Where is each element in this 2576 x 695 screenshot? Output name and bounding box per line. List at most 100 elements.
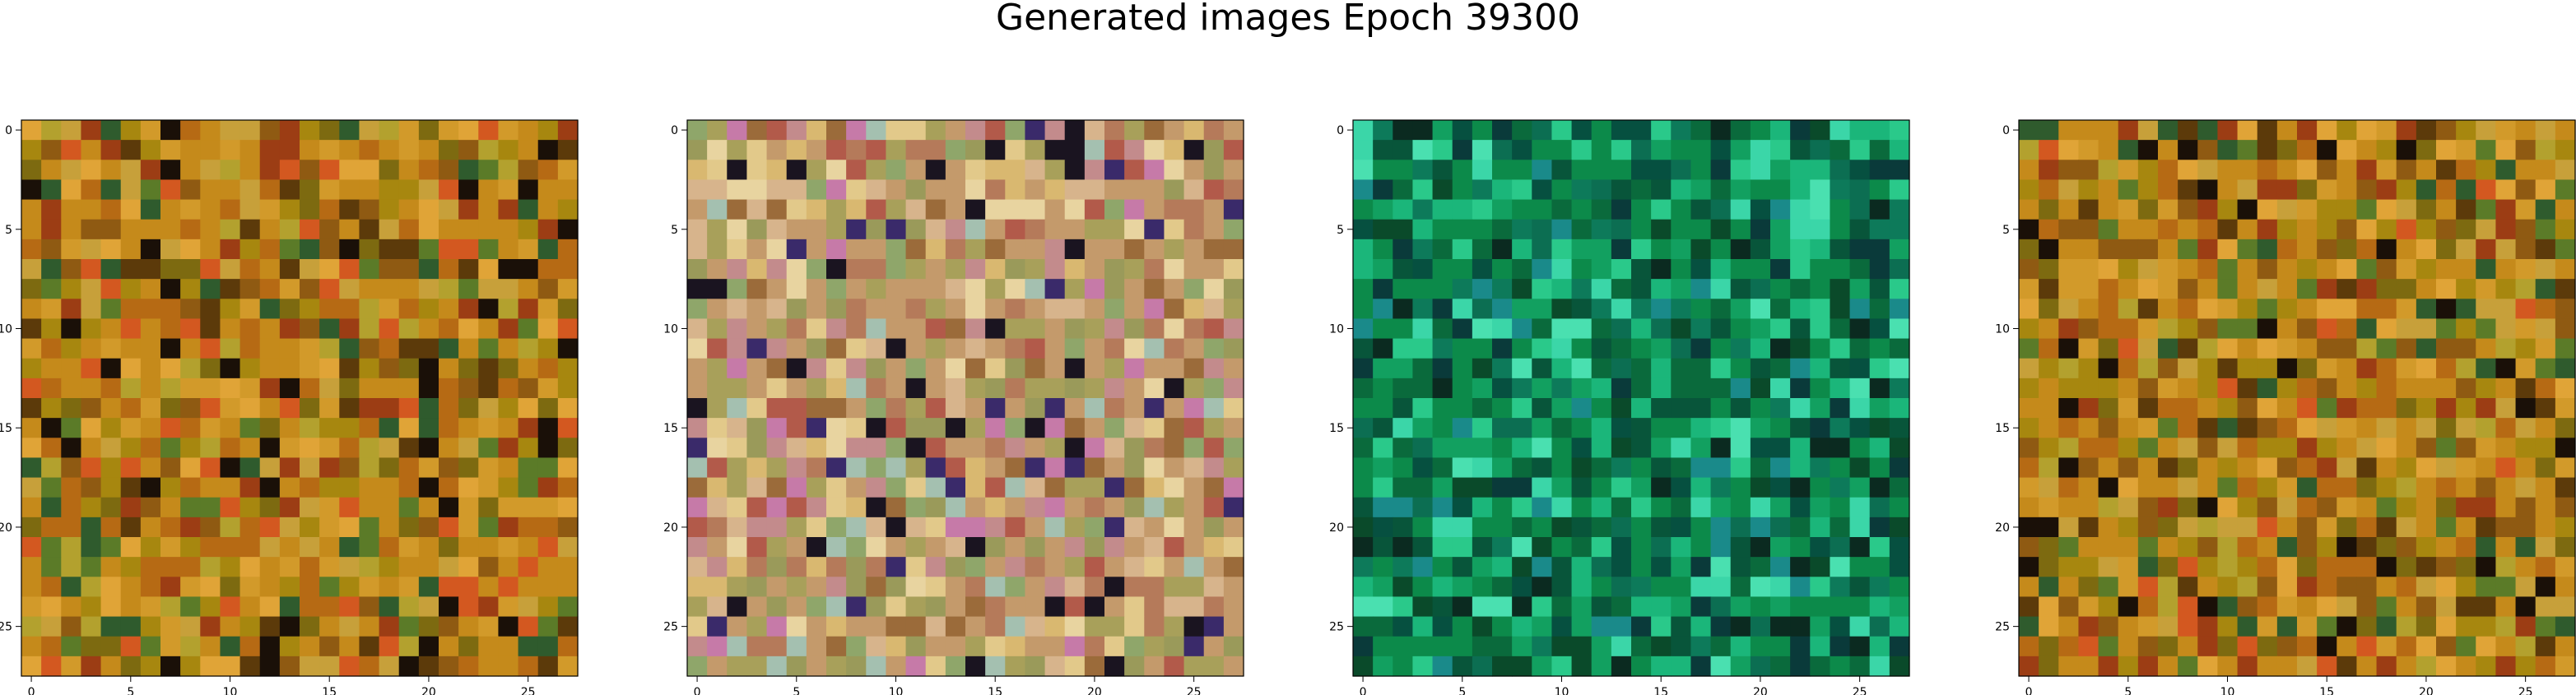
pixel-cell [1690, 199, 1712, 220]
pixel-cell [1512, 120, 1532, 141]
pixel-cell [2178, 378, 2198, 399]
pixel-cell [2019, 219, 2039, 240]
pixel-cell [1611, 656, 1632, 677]
pixel-cell [1671, 438, 1692, 459]
pixel-cell [1203, 239, 1225, 260]
pixel-cell [965, 199, 986, 220]
pixel-cell [439, 219, 459, 240]
pixel-cell [239, 378, 261, 399]
pixel-cell [61, 259, 82, 280]
pixel-cell [2098, 656, 2119, 677]
pixel-cell [160, 279, 181, 299]
pixel-cell [439, 517, 459, 538]
pixel-cell [1790, 557, 1811, 577]
pixel-cell [2217, 418, 2239, 438]
pixel-cell [965, 656, 986, 677]
pixel-cell [886, 497, 907, 518]
pixel-cell [1203, 457, 1225, 479]
pixel-cell [866, 259, 887, 280]
pixel-cell [498, 219, 519, 240]
pixel-cell [1025, 378, 1046, 399]
pixel-cell [100, 636, 122, 657]
pixel-cell [2297, 537, 2318, 558]
pixel-cell [687, 219, 708, 240]
pixel-cell [1611, 398, 1632, 419]
pixel-cell [1492, 557, 1513, 577]
pixel-cell [339, 140, 360, 160]
pixel-cell [2297, 398, 2318, 419]
pixel-cell [2118, 636, 2139, 657]
pixel-cell [1104, 557, 1125, 577]
pixel-cell [1223, 577, 1244, 598]
pixel-cell [41, 259, 62, 280]
pixel-cell [2476, 239, 2497, 260]
pixel-cell [1044, 219, 1066, 240]
pixel-cell [2078, 537, 2099, 558]
pixel-cell [140, 537, 161, 558]
pixel-cell [180, 279, 201, 299]
pixel-cell [1412, 557, 1434, 577]
pixel-cell [2098, 259, 2119, 280]
pixel-cell [965, 477, 986, 498]
pixel-cell [2396, 517, 2417, 538]
pixel-cell [1183, 318, 1205, 340]
pixel-cell [2416, 140, 2437, 160]
pixel-cell [379, 140, 400, 160]
pixel-cell [100, 199, 122, 220]
pixel-cell [41, 537, 62, 558]
pixel-cell [41, 616, 62, 637]
pixel-cell [687, 378, 708, 399]
pixel-cell [707, 299, 728, 320]
pixel-cell [1025, 517, 1046, 538]
pixel-cell [886, 457, 907, 479]
pixel-cell [707, 596, 728, 618]
pixel-cell [557, 537, 579, 558]
pixel-cell [1571, 477, 1593, 498]
pixel-cell [1710, 219, 1732, 240]
pixel-cell [2197, 557, 2219, 577]
pixel-cell [1104, 636, 1125, 657]
pixel-cell [2217, 318, 2239, 340]
pixel-cell [866, 636, 887, 657]
pixel-cell [1631, 497, 1652, 518]
pixel-cell [61, 120, 82, 141]
pixel-cell [2098, 497, 2119, 518]
pixel-cell [1512, 378, 1532, 399]
pixel-cell [2217, 259, 2239, 280]
pixel-cell [458, 616, 479, 637]
pixel-cell [687, 497, 708, 518]
pixel-cell [220, 537, 241, 558]
pixel-cell [557, 438, 579, 459]
pixel-cell [1671, 358, 1692, 379]
pixel-cell [707, 557, 728, 577]
pixel-cell [826, 497, 847, 518]
pixel-cell [965, 596, 986, 618]
pixel-cell [806, 636, 827, 657]
pixel-cell [1412, 497, 1434, 518]
pixel-cell [846, 477, 867, 498]
pixel-cell [2118, 577, 2139, 598]
pixel-cell [2078, 378, 2099, 399]
pixel-cell [398, 517, 420, 538]
pixel-cell [259, 259, 281, 280]
pixel-cell [2356, 318, 2378, 340]
pixel-cell [1005, 438, 1026, 459]
pixel-cell [1144, 656, 1165, 677]
pixel-cell [2039, 457, 2059, 479]
pixel-cell [766, 517, 788, 538]
pixel-cell [2137, 537, 2159, 558]
pixel-cell [2396, 239, 2417, 260]
pixel-cell [1830, 299, 1851, 320]
pixel-cell [1869, 318, 1890, 340]
pixel-cell [1492, 299, 1513, 320]
pixel-cell [319, 140, 340, 160]
pixel-cell [1373, 577, 1393, 598]
pixel-cell [2535, 636, 2556, 657]
pixel-cell [886, 477, 907, 498]
pixel-cell [2396, 120, 2417, 141]
pixel-cell [1183, 378, 1205, 399]
pixel-cell [2197, 517, 2219, 538]
pixel-cell [766, 318, 788, 340]
pixel-cell [2217, 497, 2239, 518]
